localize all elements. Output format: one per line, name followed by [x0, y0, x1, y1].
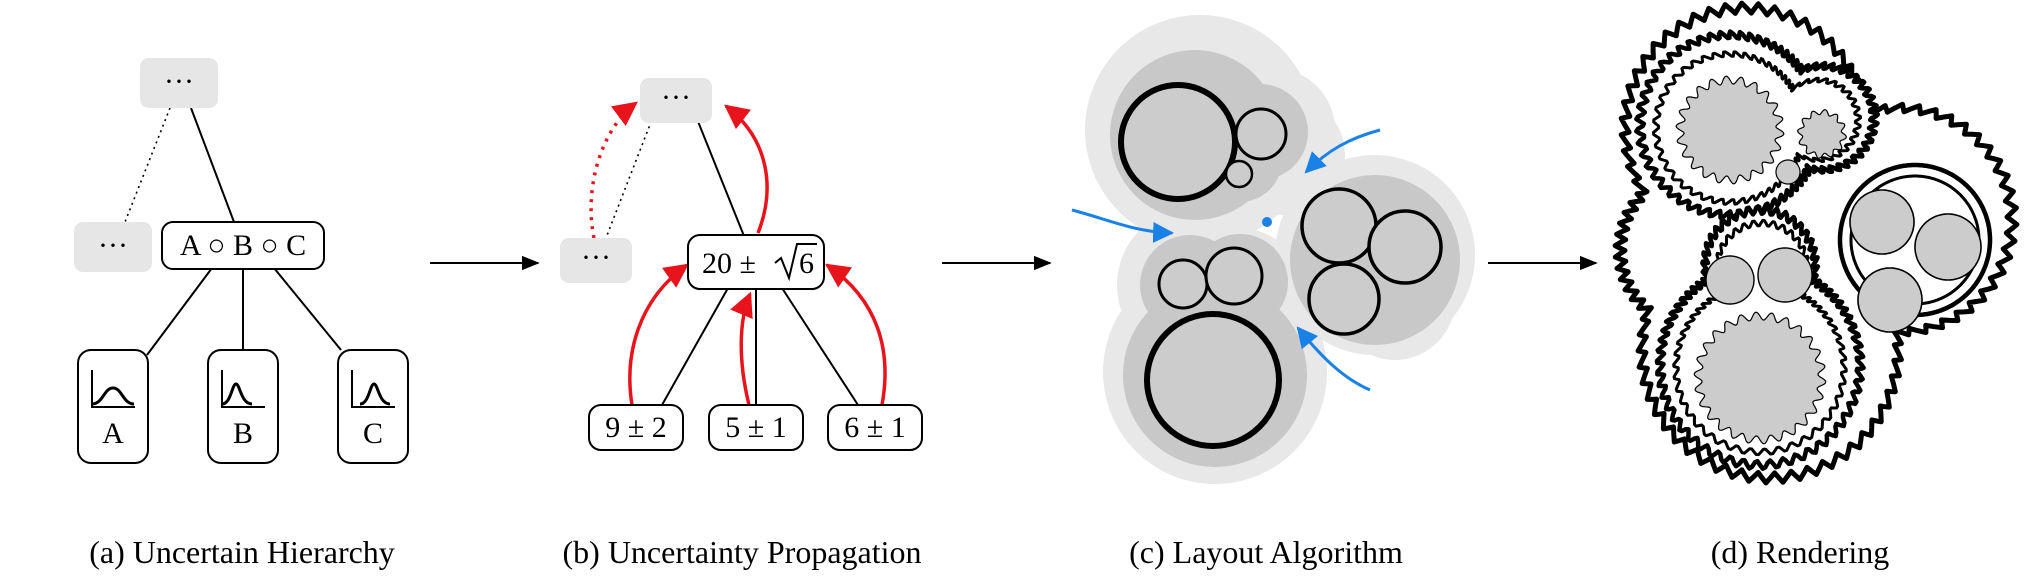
- attraction-arrow-top: [1304, 128, 1381, 174]
- narrow-distribution-icon: [221, 382, 253, 406]
- node-top-label: ···: [661, 81, 691, 114]
- leaf-shape: [1675, 75, 1785, 185]
- caption-b: (b) Uncertainty Propagation: [563, 534, 922, 570]
- leaf-c: C: [337, 349, 409, 464]
- leaf-circle: [1307, 262, 1381, 336]
- leaf-a-label: A: [102, 417, 124, 450]
- edge-top-center: [690, 103, 745, 237]
- node-top: [140, 58, 218, 108]
- edge-center-leaf-3: [781, 287, 859, 406]
- wide-distribution-icon: [91, 386, 135, 406]
- propagation-arrow-middle: [730, 291, 753, 406]
- node-left-label: ···: [581, 241, 611, 274]
- leaf-c-label: C: [363, 417, 383, 450]
- leaf-1-label: 9 ± 2: [605, 411, 666, 444]
- leaf-shape: [1693, 311, 1827, 445]
- node-left: [560, 238, 632, 283]
- panel-uncertainty-propagation: ··· ··· 20 ± 6 9 ± 2 5 ± 1 6 ± 1 (b) Unc…: [560, 78, 923, 570]
- propagation-arrow-top: [724, 104, 769, 234]
- leaf-shape: [1775, 159, 1801, 185]
- caption-c: (c) Layout Algorithm: [1129, 534, 1403, 570]
- leaf-circle: [1224, 159, 1254, 189]
- edge-center-leaf-1: [661, 287, 729, 406]
- leaf-3-label: 6 ± 1: [844, 411, 905, 444]
- panel-layout-algorithm: (c) Layout Algorithm: [1071, 15, 1475, 570]
- distribution-axis-icon: [91, 370, 135, 408]
- narrow-distribution-icon: [359, 382, 391, 406]
- leaf-shape: [1797, 109, 1847, 159]
- edge-center-leaf-a: [146, 267, 213, 356]
- leaf-shape: [1849, 189, 1915, 255]
- center-point: [1262, 217, 1272, 227]
- node-center: [161, 221, 325, 270]
- leaf-shape: [1857, 267, 1923, 333]
- leaf-shape: [1705, 255, 1755, 305]
- node-left: [74, 222, 152, 272]
- panel-rendering: (d) Rendering: [1612, 0, 2020, 570]
- edge-center-leaf-c: [273, 267, 342, 351]
- leaf-3: [827, 404, 923, 451]
- propagation-arrow-dotted: [589, 101, 638, 239]
- leaf-b-label: B: [233, 417, 253, 450]
- node-center-label: 20 ±: [702, 247, 756, 280]
- caption-a: (a) Uncertain Hierarchy: [89, 534, 395, 570]
- leaf-2-label: 5 ± 1: [725, 411, 786, 444]
- attraction-arrow-bottom: [1296, 326, 1371, 392]
- attraction-arrow-left: [1071, 208, 1175, 243]
- node-top: [640, 78, 712, 123]
- leaf-b: B: [207, 349, 279, 464]
- leaf-circle: [1367, 209, 1443, 285]
- leaf-circle: [1204, 246, 1264, 306]
- propagation-arrow-right: [824, 263, 887, 406]
- sqrt-sign: [774, 243, 817, 282]
- node-left-label: ···: [98, 229, 128, 262]
- node-center-label: A ○ B ○ C: [180, 229, 306, 262]
- edge-top-left-dotted: [124, 107, 171, 223]
- leaf-shape: [1757, 247, 1813, 303]
- node-center-radicand: 6: [799, 247, 814, 280]
- distribution-axis-icon: [221, 370, 265, 408]
- leaf-a: A: [77, 349, 149, 464]
- distribution-axis-icon: [351, 370, 395, 408]
- panel-uncertain-hierarchy: ··· ··· A ○ B ○ C A B C (a) Uncertain Hi…: [74, 58, 409, 570]
- leaf-shape: [1914, 213, 1982, 281]
- node-top-label: ···: [164, 65, 194, 98]
- edge-top-center: [190, 107, 235, 223]
- leaf-circle: [1118, 82, 1238, 202]
- leaf-circle: [1144, 311, 1282, 449]
- leaf-2: [708, 404, 804, 451]
- leaf-circle: [1157, 258, 1209, 310]
- leaf-circle: [1300, 187, 1378, 265]
- leaf-circle: [1234, 107, 1288, 161]
- leaf-1: [588, 404, 684, 451]
- propagation-arrow-left: [628, 263, 689, 406]
- caption-d: (d) Rendering: [1711, 534, 1890, 570]
